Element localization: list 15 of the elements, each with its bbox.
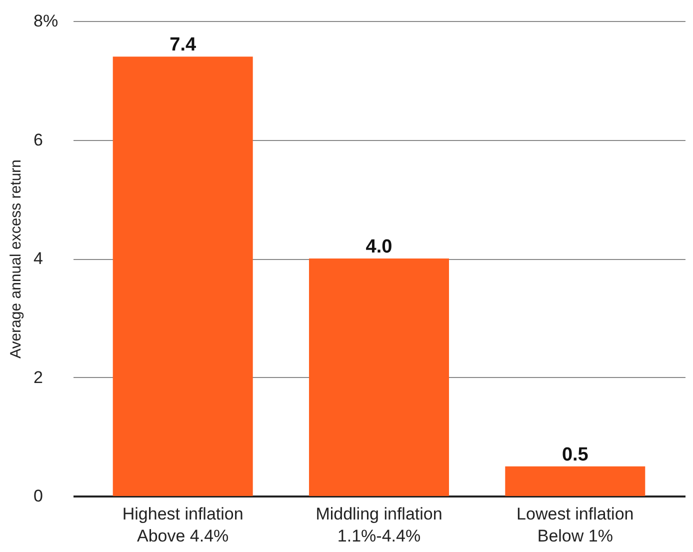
y-tick-label: 8% [34, 12, 58, 30]
data-label: 4.0 [366, 236, 392, 258]
bar [505, 466, 646, 496]
bar [309, 258, 449, 496]
y-tick-label: 6 [34, 130, 43, 150]
y-tick-label: 4 [34, 249, 43, 268]
data-label: 0.5 [562, 444, 589, 466]
bar [112, 56, 253, 496]
x-tick-label: Lowest inflation Below 1% [516, 504, 634, 546]
y-tick-label: 2 [34, 368, 43, 387]
data-label: 7.4 [170, 34, 196, 56]
y-tick-label: 0 [34, 486, 43, 506]
y-axis-title: Average annual excess return [8, 159, 24, 359]
x-tick-label: Middling inflation 1.1%-4.4% [316, 504, 442, 546]
x-tick-label: Highest inflation Above 4.4% [122, 504, 244, 546]
